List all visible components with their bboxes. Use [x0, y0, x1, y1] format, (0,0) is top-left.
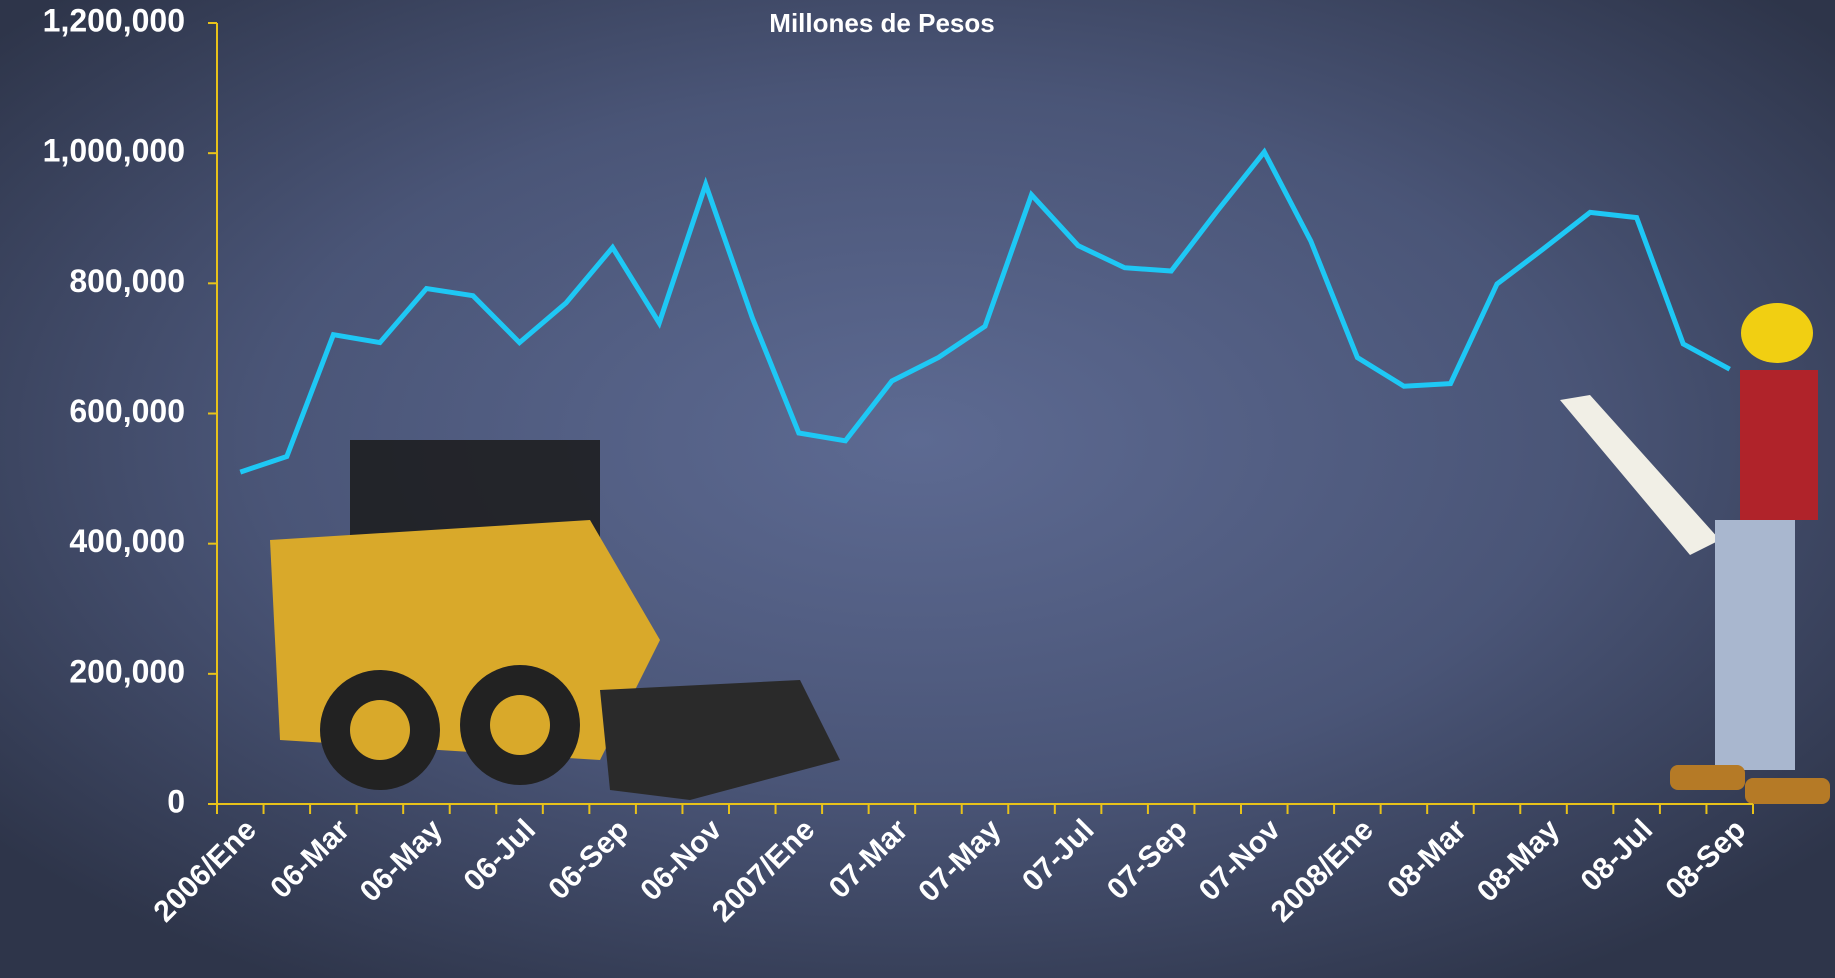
page: Millones de Pesos 0 200,000 400,000 600,000… [0, 0, 1835, 978]
y-tick-label: 400,000 [69, 523, 185, 559]
y-tick-label: 1,200,000 [43, 2, 185, 38]
y-tick-label: 1,000,000 [43, 133, 185, 169]
chart: Millones de Pesos 0 200,000 400,000 600,000… [0, 0, 1835, 978]
y-tick-label: 600,000 [69, 393, 185, 429]
chart-title: Millones de Pesos [769, 8, 994, 38]
y-tick-label: 0 [167, 783, 185, 819]
y-tick-label: 800,000 [69, 263, 185, 299]
y-tick-label: 200,000 [69, 653, 185, 689]
